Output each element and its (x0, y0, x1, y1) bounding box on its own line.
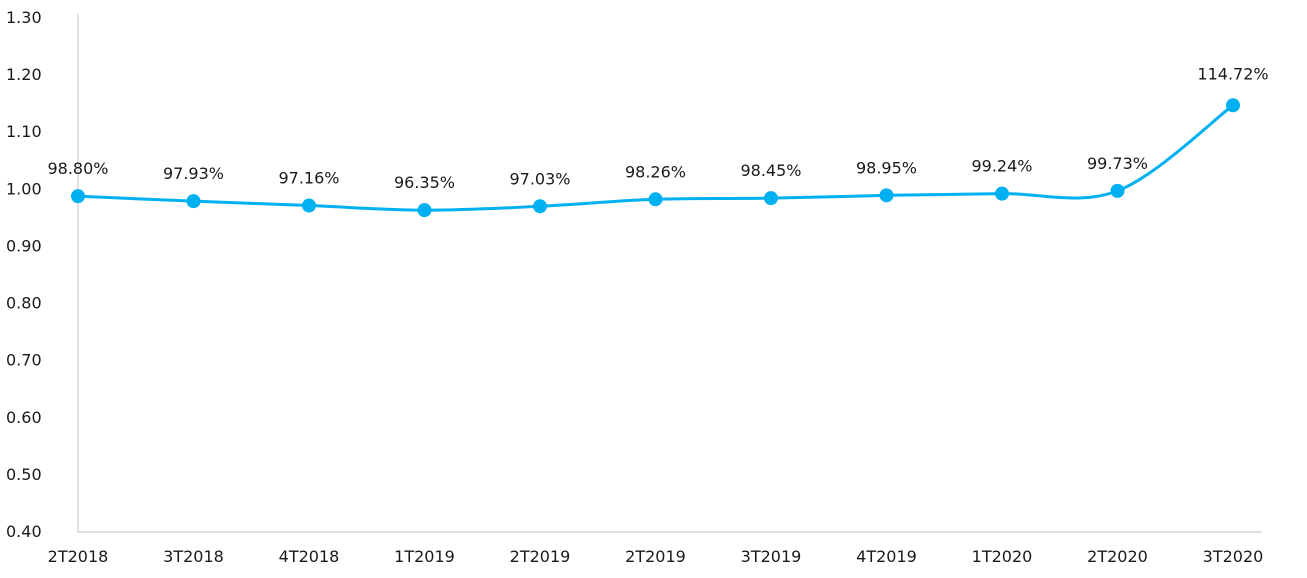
x-tick-label: 1T2019 (394, 547, 455, 566)
data-point (1226, 98, 1240, 113)
x-tick-label: 4T2019 (856, 547, 917, 566)
axes (77, 14, 1262, 533)
x-tick-label: 2T2018 (48, 547, 109, 566)
data-point (764, 191, 778, 206)
data-label: 98.45% (740, 161, 801, 180)
y-tick-label: 0.70 (6, 351, 42, 370)
data-label: 98.95% (856, 158, 917, 177)
data-label: 96.35% (394, 173, 455, 192)
y-tick-label: 1.10 (6, 122, 42, 141)
data-label: 114.72% (1197, 64, 1268, 83)
y-axis-ticks: 0.40 0.50 0.60 0.70 0.80 0.90 1.00 1.10 1.20 1.30 (6, 8, 42, 541)
data-label: 98.80% (47, 159, 108, 178)
data-point (417, 203, 432, 218)
y-tick-label: 0.90 (6, 236, 42, 255)
x-tick-label: 4T2018 (279, 547, 340, 566)
data-points (71, 98, 1240, 218)
x-tick-label: 3T2019 (741, 547, 802, 566)
x-axis-ticks: 2T2018 3T2018 4T2018 1T2019 2T2019 2T2019 3T20… (48, 547, 1264, 566)
y-tick-label: 0.50 (6, 465, 42, 484)
data-label: 98.26% (625, 162, 686, 181)
data-point (879, 188, 894, 203)
data-point (1110, 183, 1125, 198)
y-tick-label: 0.60 (6, 408, 42, 427)
x-tick-label: 2T2019 (625, 547, 686, 566)
data-label: 97.16% (278, 169, 339, 188)
x-tick-label: 3T2018 (163, 547, 224, 566)
y-tick-label: 1.20 (6, 65, 42, 84)
y-tick-label: 0.40 (6, 522, 42, 541)
y-tick-label: 1.30 (6, 8, 42, 27)
y-tick-label: 1.00 (6, 179, 42, 198)
y-tick-label: 0.80 (6, 294, 42, 313)
data-label: 97.03% (509, 169, 570, 188)
x-tick-label: 3T2020 (1203, 547, 1264, 566)
data-point (71, 189, 85, 204)
data-labels: 98.80% 97.93% 97.16% 96.35% 97.03% 98.26% 98.4… (47, 64, 1268, 192)
data-point (648, 192, 663, 207)
data-label: 97.93% (163, 164, 224, 183)
x-tick-label: 1T2020 (972, 547, 1033, 566)
data-point (302, 198, 316, 213)
data-point (995, 186, 1009, 201)
data-label: 99.24% (971, 157, 1032, 176)
data-point (186, 194, 201, 209)
x-tick-label: 2T2020 (1087, 547, 1148, 566)
x-tick-label: 2T2019 (510, 547, 571, 566)
data-label: 99.73% (1087, 154, 1148, 173)
data-point (533, 199, 547, 214)
